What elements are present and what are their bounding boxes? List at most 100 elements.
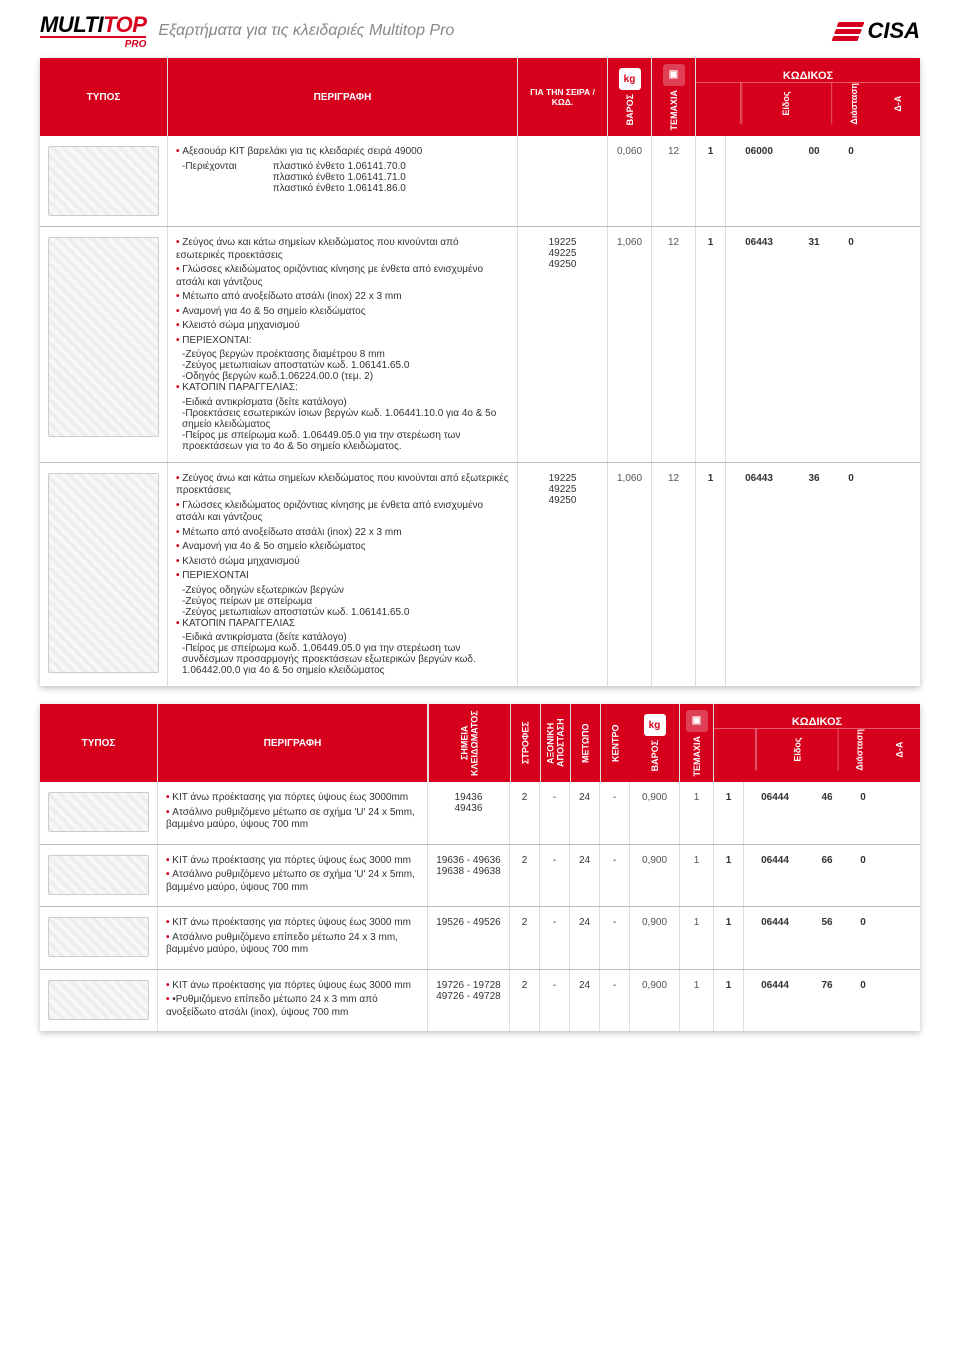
- table-row: KIT άνω προέκτασης για πόρτες ύψους έως …: [40, 907, 920, 970]
- cell-eidos: 06443: [726, 227, 792, 462]
- desc-sub: -Περιέχονται: [176, 161, 237, 194]
- cell-one: 1: [714, 907, 744, 969]
- table-2-header: ΤΥΠΟΣ ΠΕΡΙΓΡΑΦΗ ΣΗΜΕΙΑ ΚΛΕΙΔΩΜΑΤΟΣ ΣΤΡΟΦ…: [40, 704, 920, 782]
- logo-multitop: MULTITOP PRO: [40, 12, 146, 50]
- th-code: ΚΩΔΙΚΟΣ: [696, 70, 920, 83]
- cell-axon: -: [540, 970, 570, 1032]
- desc-sub: -Ζεύγος μετωπιαίων αποστατών κωδ. 1.0614…: [176, 607, 509, 618]
- cell-diast: 66: [806, 845, 848, 907]
- th-da: Δ-Α: [876, 83, 920, 125]
- cell-weight: 0,900: [630, 782, 680, 844]
- cell-weight: 0,900: [630, 970, 680, 1032]
- cell-diast: 31: [792, 227, 836, 462]
- desc-sub: -Ζεύγος πείρων με σπείρωμα: [176, 596, 509, 607]
- cell-simeia: 19526 - 49526: [428, 907, 510, 969]
- desc-sub: -Οδηγός βεργών κωδ.1.06224.00.0 (τεμ. 2): [176, 371, 509, 382]
- cell-weight: 1,060: [608, 463, 652, 687]
- desc-item: Γλώσσες κλειδώματος οριζόντιας κίνησης μ…: [176, 264, 509, 289]
- cell-one: 1: [714, 782, 744, 844]
- cell-da: 0: [848, 782, 878, 844]
- page-content: ΤΥΠΟΣ ΠΕΡΙΓΡΑΦΗ ΓΙΑ ΤΗΝ ΣΕΙΡΑ / ΚΩΔ. kg …: [0, 58, 960, 1079]
- table-1: ΤΥΠΟΣ ΠΕΡΙΓΡΑΦΗ ΓΙΑ ΤΗΝ ΣΕΙΡΑ / ΚΩΔ. kg …: [40, 58, 920, 686]
- cell-da: 0: [836, 227, 866, 462]
- cell-series: 19225 49225 49250: [518, 463, 608, 687]
- cell-eidos: 06444: [744, 907, 806, 969]
- pieces-icon: ▣: [663, 64, 685, 86]
- cell-pieces: 1: [680, 845, 714, 907]
- table-row: KIT άνω προέκτασης για πόρτες ύψους έως …: [40, 782, 920, 845]
- cell-pieces: 1: [680, 782, 714, 844]
- cell-kentro: -: [600, 782, 630, 844]
- product-image: [48, 237, 159, 437]
- cell-weight: 0,900: [630, 907, 680, 969]
- cell-eidos: 06443: [726, 463, 792, 687]
- desc-sub: -Ζεύγος μετωπιαίων αποστατών κωδ. 1.0614…: [176, 360, 509, 371]
- cell-metopo: 24: [570, 970, 600, 1032]
- th-pieces: ▣ ΤΕΜΑΧΙΑ: [652, 58, 696, 136]
- th-diast: Διάσταση: [838, 729, 880, 771]
- product-image: [48, 917, 149, 957]
- cell-eidos: 06444: [744, 845, 806, 907]
- cell-diast: 46: [806, 782, 848, 844]
- cell-axon: -: [540, 845, 570, 907]
- desc-item: Κλειστό σώμα μηχανισμού: [176, 320, 509, 333]
- cell-desc: KIT άνω προέκτασης για πόρτες ύψους έως …: [158, 970, 428, 1032]
- cell-metopo: 24: [570, 907, 600, 969]
- cisa-text: CISA: [867, 18, 920, 44]
- th-eidos: Είδος: [741, 83, 830, 125]
- cell-desc: Ζεύγος άνω και κάτω σημείων κλειδώματος …: [168, 463, 518, 687]
- cell-metopo: 24: [570, 845, 600, 907]
- cell-one: 1: [696, 136, 726, 226]
- cell-weight: 0,900: [630, 845, 680, 907]
- cell-kentro: -: [600, 970, 630, 1032]
- cell-pieces: 1: [680, 907, 714, 969]
- cell-diast: 76: [806, 970, 848, 1032]
- product-image: [48, 146, 159, 216]
- desc-sub: -Ζεύγος βεργών προέκτασης διαμέτρου 8 mm: [176, 349, 509, 360]
- th-axon: ΑΞΟΝΙΚΗ ΑΠΟΣΤΑΣΗ: [540, 704, 570, 782]
- desc-item: Ζεύγος άνω και κάτω σημείων κλειδώματος …: [176, 473, 509, 498]
- product-image: [48, 792, 149, 832]
- cell-simeia: 19436 49436: [428, 782, 510, 844]
- th-metopo: ΜΕΤΩΠΟ: [570, 704, 600, 782]
- desc-sub: πλαστικό ένθετο 1.06141.86.0: [267, 183, 406, 194]
- cell-series: [518, 136, 608, 226]
- cell-eidos: 06000: [726, 136, 792, 226]
- desc-item: Ατσάλινο ρυθμιζόμενο επίπεδο μέτωπο 24 x…: [166, 932, 419, 957]
- cell-desc: KIT άνω προέκτασης για πόρτες ύψους έως …: [158, 907, 428, 969]
- desc-item: Ατσάλινο ρυθμιζόμενο μέτωπο σε σχήμα 'U'…: [166, 807, 419, 832]
- product-image: [48, 855, 149, 895]
- cell-pieces: 1: [680, 970, 714, 1032]
- cell-da: 0: [848, 907, 878, 969]
- desc-item: Ατσάλινο ρυθμιζόμενο μέτωπο σε σχήμα 'U'…: [166, 869, 419, 894]
- cell-strofes: 2: [510, 845, 540, 907]
- weight-icon: kg: [644, 714, 666, 736]
- cell-kentro: -: [600, 907, 630, 969]
- th-simeia: ΣΗΜΕΙΑ ΚΛΕΙΔΩΜΑΤΟΣ: [428, 704, 510, 782]
- desc-item: Κλειστό σώμα μηχανισμού: [176, 556, 509, 569]
- desc-item: Μέτωπο από ανοξείδωτο ατσάλι (inox) 22 x…: [176, 291, 509, 304]
- desc-item: KIT άνω προέκτασης για πόρτες ύψους έως …: [166, 792, 419, 805]
- cell-desc: Αξεσουάρ KIT βαρελάκι για τις κλειδαριές…: [168, 136, 518, 226]
- cell-diast: 00: [792, 136, 836, 226]
- cell-da: 0: [836, 136, 866, 226]
- desc-item: Αναμονή για 4ο & 5ο σημείο κλειδώματος: [176, 541, 509, 554]
- th-typos: ΤΥΠΟΣ: [40, 704, 158, 782]
- cell-desc: KIT άνω προέκτασης για πόρτες ύψους έως …: [158, 845, 428, 907]
- cell-simeia: 19726 - 19728 49726 - 49728: [428, 970, 510, 1032]
- th-strofes: ΣΤΡΟΦΕΣ: [510, 704, 540, 782]
- th-da: Δ-Α: [879, 729, 920, 771]
- cell-desc: KIT άνω προέκτασης για πόρτες ύψους έως …: [158, 782, 428, 844]
- desc-item: ΠΕΡΙΕΧΟΝΤΑΙ:: [176, 335, 509, 348]
- desc-sub: -Ειδικά αντικρίσματα (δείτε κατάλογο): [176, 397, 509, 408]
- th-desc: ΠΕΡΙΓΡΑΦΗ: [158, 704, 428, 782]
- th-series: ΓΙΑ ΤΗΝ ΣΕΙΡΑ / ΚΩΔ.: [518, 58, 608, 136]
- table-row: Ζεύγος άνω και κάτω σημείων κλειδώματος …: [40, 227, 920, 463]
- desc-sub: -Πείρος με σπείρωμα κωδ. 1.06449.05.0 γι…: [176, 430, 509, 452]
- pieces-icon: ▣: [686, 710, 708, 732]
- desc-item: KIT άνω προέκτασης για πόρτες ύψους έως …: [166, 855, 419, 868]
- th-desc: ΠΕΡΙΓΡΑΦΗ: [168, 58, 518, 136]
- th-code-group: ΚΩΔΙΚΟΣ Είδος Διάσταση Δ-Α: [696, 58, 920, 136]
- th-typos: ΤΥΠΟΣ: [40, 58, 168, 136]
- cell-series: 19225 49225 49250: [518, 227, 608, 462]
